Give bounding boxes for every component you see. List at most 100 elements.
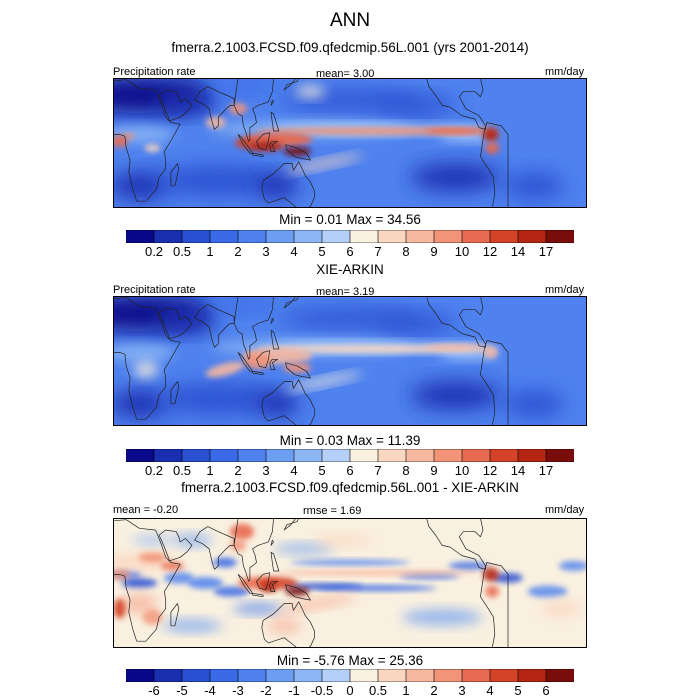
main-title: ANN (329, 10, 371, 31)
colorbar-tick-label: 0.2 (144, 244, 164, 259)
colorbar-tick-label: 14 (510, 463, 526, 478)
field-patch (425, 128, 486, 135)
colorbar-box (293, 230, 323, 243)
panel-2-variable-label: Precipitation rate (113, 284, 196, 296)
coastline (270, 551, 280, 572)
field-patch (121, 593, 158, 614)
colorbar-tick-label: 3 (458, 683, 466, 698)
field-patch (113, 171, 170, 200)
field-patch (213, 586, 250, 597)
coastline (252, 370, 264, 376)
colorbar-tick-label: 14 (510, 244, 526, 259)
field-patch (155, 307, 216, 332)
coastline (256, 572, 271, 591)
coastline (233, 78, 274, 142)
field-patch (113, 344, 175, 361)
colorbar-tick-label: -6 (148, 683, 160, 698)
panel-1-minmax: Min = 0.01 Max = 34.56 (279, 212, 421, 227)
field-patch (142, 609, 163, 626)
coastline (261, 161, 315, 208)
field-patch (504, 171, 565, 200)
panel-2-units-label: mm/day (545, 284, 585, 296)
colorbar-box (321, 230, 351, 243)
coastline (269, 140, 278, 152)
field-patch (558, 560, 587, 571)
coastline (170, 381, 180, 405)
colorbar-tick-label: 0.5 (368, 683, 388, 698)
colorbar-tick-label: 6 (346, 463, 354, 478)
colorbar-tick-label: 2 (234, 244, 242, 259)
colorbar-box (237, 669, 267, 682)
colorbar-box (349, 230, 379, 243)
coastline (252, 592, 264, 598)
field-patch (205, 116, 226, 129)
field-patch (255, 391, 300, 416)
field-patch (205, 361, 245, 378)
field-patch (283, 362, 312, 373)
colorbar-tick-label: 1 (206, 463, 214, 478)
field-patch (158, 164, 279, 197)
field-patch (255, 173, 300, 198)
colorbar-box (545, 449, 574, 462)
field-patch (234, 138, 255, 148)
field-patch (295, 85, 326, 98)
colorbar-box (489, 230, 519, 243)
panel-3-colorbar (126, 669, 574, 682)
coastline (256, 350, 271, 369)
colorbar-tick-label: 17 (538, 463, 554, 478)
field-patch (482, 567, 499, 582)
coastline (285, 584, 311, 601)
coastline (285, 362, 311, 379)
coastline (261, 379, 315, 426)
colorbar-box (461, 230, 491, 243)
coastline (158, 307, 193, 340)
colorbar-tick-label: -4 (204, 683, 216, 698)
coastline (480, 122, 509, 208)
colorbar-tick-label: 10 (454, 244, 470, 259)
coastline (237, 352, 253, 372)
colorbar-box (293, 669, 323, 682)
colorbar-tick-label: 1 (206, 244, 214, 259)
field-patch (162, 619, 222, 632)
field-patch (133, 361, 158, 378)
field-patch (113, 598, 126, 619)
field-patch (375, 95, 456, 116)
coastline (237, 574, 253, 594)
field-patch (540, 600, 581, 617)
colorbar-box (209, 449, 239, 462)
field-patch (284, 154, 363, 173)
colorbar-tick-label: 8 (402, 463, 410, 478)
coastline (194, 526, 235, 570)
colorbar-box (405, 230, 435, 243)
field-patch (277, 595, 357, 613)
field-patch (485, 585, 500, 598)
coastline (426, 78, 486, 130)
field-patch (504, 389, 565, 418)
colorbar-box (461, 449, 491, 462)
colorbar-box (321, 669, 351, 682)
coastline (256, 132, 271, 151)
field-patch (144, 144, 161, 153)
colorbar-box (433, 449, 463, 462)
colorbar-tick-label: 5 (514, 683, 522, 698)
colorbar-box (209, 230, 239, 243)
coastline (269, 580, 278, 592)
field-patch (410, 163, 501, 192)
field-patch (214, 296, 275, 313)
field-patch (266, 617, 303, 634)
map-frame (113, 518, 587, 648)
colorbar-tick-label: 9 (430, 244, 438, 259)
panel-3-map (113, 518, 587, 648)
panel-3-units-label: mm/day (545, 504, 585, 516)
colorbar-tick-label: 12 (482, 463, 498, 478)
colorbar-box (153, 449, 183, 462)
colorbar-box (265, 449, 295, 462)
field-patch (232, 603, 283, 614)
field-patch (113, 389, 170, 418)
field-patch (158, 382, 279, 415)
panel-1-title: fmerra.2.1003.FCSD.f09.qfedcmip.56L.001 … (171, 40, 529, 55)
panel-1-colorbar (126, 230, 574, 243)
coastline (170, 163, 180, 187)
field-patch (230, 523, 255, 540)
colorbar-box (321, 449, 351, 462)
